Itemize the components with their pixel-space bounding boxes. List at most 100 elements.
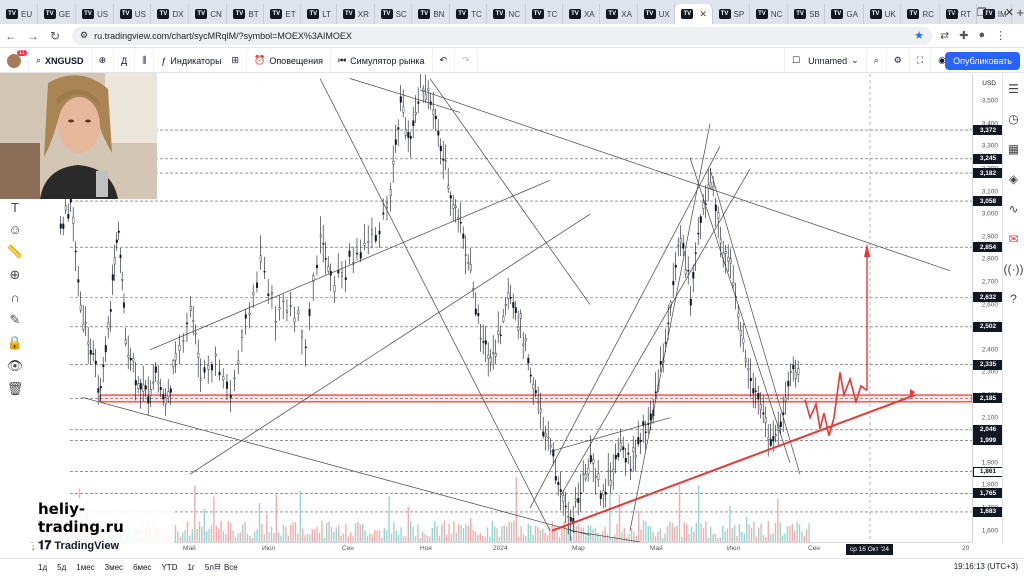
tab-close-icon[interactable]: ✕ xyxy=(699,8,707,19)
browser-tab[interactable]: TV XR xyxy=(337,4,375,24)
browser-tab[interactable]: TV EU xyxy=(0,4,38,24)
browser-tab[interactable]: TV NC xyxy=(487,4,526,24)
indicators-button[interactable]: ƒ Индикаторы ⊞ xyxy=(154,49,248,72)
templates-grid-icon[interactable]: ⊞ xyxy=(231,55,240,65)
browser-tab[interactable]: TV IM xyxy=(977,4,1013,24)
help-icon[interactable]: ? xyxy=(1010,292,1017,306)
browser-tab[interactable]: TV TC xyxy=(526,4,563,24)
price-level-label: 1,683 xyxy=(973,506,1003,517)
browser-tab[interactable]: TV RC xyxy=(901,4,940,24)
browser-tab[interactable]: TV SC xyxy=(375,4,413,24)
browser-tab[interactable]: TV ET xyxy=(264,4,302,24)
browser-tab[interactable]: TV UX xyxy=(638,4,676,24)
undo-button[interactable]: ↶ xyxy=(433,49,456,72)
redo-button[interactable]: ↷ xyxy=(455,49,478,72)
browser-tab[interactable]: TV BT xyxy=(227,4,265,24)
browser-tab[interactable]: TV SB xyxy=(788,4,826,24)
browser-tab[interactable]: TV LT xyxy=(301,4,337,24)
range-button[interactable]: 5д xyxy=(57,563,67,572)
browser-tab[interactable]: TV GE xyxy=(38,4,76,24)
magnet-icon[interactable]: ∩ xyxy=(10,290,20,305)
watchlist-icon[interactable]: ☰ xyxy=(1008,82,1019,96)
currency-label[interactable]: USD xyxy=(982,80,996,87)
range-button[interactable]: 1г xyxy=(187,563,195,572)
forward-icon[interactable]: → xyxy=(27,28,39,43)
browser-tab[interactable]: TV XA xyxy=(563,4,601,24)
eye-icon[interactable]: 👁 xyxy=(6,358,24,373)
alerts-button[interactable]: ⏰ Оповещения xyxy=(247,49,332,72)
range-button[interactable]: 6мес xyxy=(133,563,152,572)
browser-tab[interactable]: TV TC xyxy=(450,4,488,24)
browser-tab[interactable]: TV GA xyxy=(825,4,864,24)
layout-menu[interactable]: ☐ Unnamed ⌄ xyxy=(784,49,867,72)
search-layout-button[interactable]: ⌕ xyxy=(867,49,887,72)
signal-icon[interactable]: ((·)) xyxy=(1003,262,1024,276)
range-button[interactable]: YTD xyxy=(161,563,178,572)
back-icon[interactable]: ← xyxy=(5,28,17,43)
clock-icon[interactable]: ◷ xyxy=(1008,112,1019,126)
zoom-in-icon[interactable]: ⊕ xyxy=(9,267,21,282)
translate-icon[interactable]: ⇄ xyxy=(940,30,950,42)
browser-tab[interactable]: TV US xyxy=(76,4,114,24)
settings-button[interactable]: ⚙ xyxy=(887,49,910,72)
candle-body xyxy=(289,305,292,307)
range-button[interactable]: 1д xyxy=(38,563,48,572)
clock-readout[interactable]: 19:16:13 (UTC+3) xyxy=(953,562,1018,571)
calendar-icon[interactable]: ▦ xyxy=(1007,142,1020,156)
browser-tab[interactable]: TV NC xyxy=(750,4,789,24)
browser-tab[interactable]: TV RT xyxy=(940,4,977,24)
maximize-icon[interactable]: ❐ xyxy=(976,6,987,19)
url-field[interactable]: ⚙ ru.tradingview.com/chart/sycMRqlM/?sym… xyxy=(72,26,932,45)
tab-label: NC xyxy=(770,9,783,19)
range-button[interactable]: 3мес xyxy=(104,563,124,572)
range-button[interactable]: 1мес xyxy=(76,563,95,572)
candle-body xyxy=(214,353,217,357)
text-tool-icon[interactable]: T xyxy=(11,200,19,215)
layers-icon[interactable]: ◈ xyxy=(1008,172,1019,186)
candle-body xyxy=(479,337,482,340)
range-button[interactable]: 5л xyxy=(204,563,214,572)
time-tick: Ноя xyxy=(420,545,432,552)
pulse-icon[interactable]: ∿ xyxy=(1008,202,1019,216)
browser-tab[interactable]: TV SP xyxy=(713,4,750,24)
candle-body xyxy=(612,469,615,472)
minimize-icon[interactable]: — xyxy=(947,6,959,18)
fullscreen-button[interactable]: ⛶ xyxy=(910,49,932,72)
site-info-icon[interactable]: ⚙ xyxy=(80,30,89,40)
pencil-lock-icon[interactable]: ✎ xyxy=(9,312,21,327)
candle-body xyxy=(482,341,485,343)
browser-tab[interactable]: TV ✕ xyxy=(675,4,713,24)
profile-icon[interactable]: ● xyxy=(978,29,986,41)
calendar-goto-icon[interactable]: ⊟ xyxy=(214,562,221,571)
chat-icon[interactable]: ✉ xyxy=(1008,232,1019,246)
reload-icon[interactable]: ↻ xyxy=(49,28,61,43)
lock-icon[interactable]: 🔒 xyxy=(6,335,24,350)
menu-icon[interactable]: ⋮ xyxy=(995,30,1007,42)
browser-tab[interactable]: TV UK xyxy=(864,4,902,24)
candle-body xyxy=(102,364,105,368)
compare-button[interactable]: ⊕ xyxy=(92,49,115,72)
chart-type-button[interactable]: ⫼ xyxy=(135,49,155,72)
trash-icon[interactable]: 🗑 xyxy=(6,381,24,396)
close-window-icon[interactable]: ✕ xyxy=(1004,6,1014,19)
ruler-icon[interactable]: 📏 xyxy=(6,244,24,259)
bookmark-star-icon[interactable]: ★ xyxy=(914,30,924,42)
browser-tab[interactable]: TV US xyxy=(114,4,152,24)
publish-button[interactable]: Опубликовать xyxy=(945,52,1020,70)
browser-tab[interactable]: TV DX xyxy=(151,4,190,24)
user-avatar[interactable]: 11 xyxy=(0,49,29,72)
new-tab-button[interactable]: + xyxy=(1016,4,1024,20)
range-button[interactable]: Все xyxy=(223,563,238,572)
replay-button[interactable]: ⏮ Симулятор рынка xyxy=(331,49,433,72)
symbol-search[interactable]: ⌕ XNGUSD xyxy=(29,49,92,72)
volume-bar xyxy=(441,524,443,542)
candle-body xyxy=(629,469,632,471)
extensions-icon[interactable]: ✚ xyxy=(959,30,969,42)
browser-tab[interactable]: TV XA xyxy=(600,4,638,24)
price-axis[interactable]: USD 3,5003,4003,3003,2003,1003,0002,9002… xyxy=(972,74,1003,542)
browser-tab[interactable]: TV CN xyxy=(189,4,228,24)
interval-button[interactable]: Д xyxy=(114,49,136,72)
price-chart[interactable] xyxy=(30,74,972,542)
browser-tab[interactable]: TV BN xyxy=(412,4,451,24)
emoji-tool-icon[interactable]: ☺ xyxy=(8,222,22,237)
